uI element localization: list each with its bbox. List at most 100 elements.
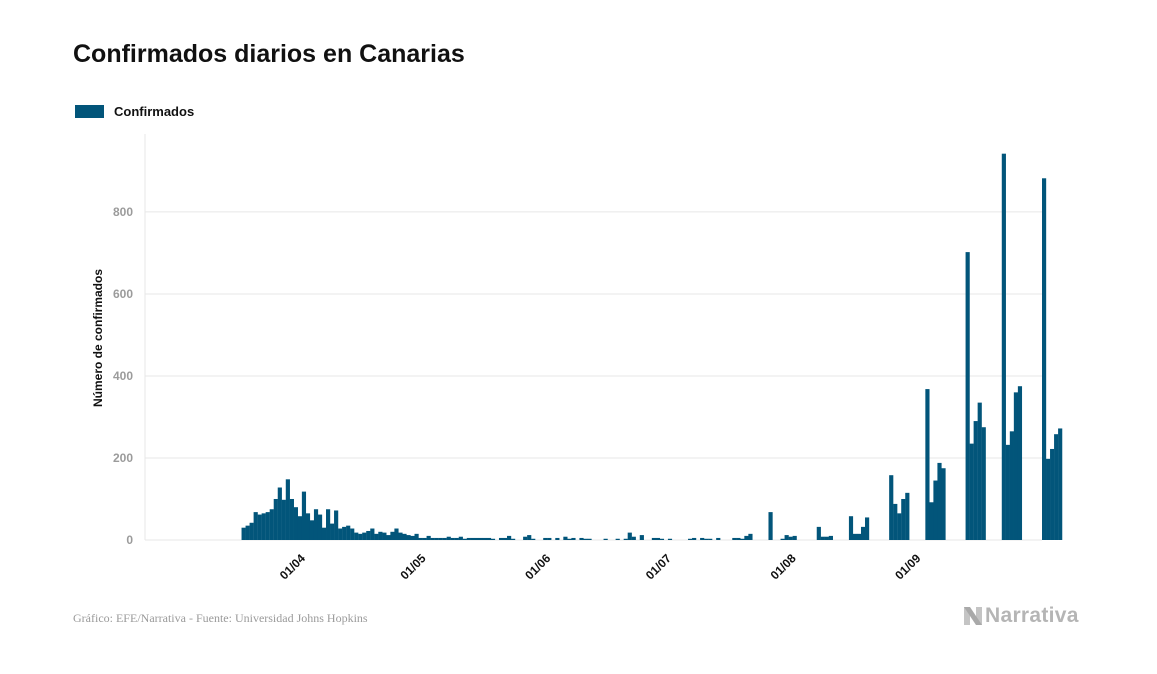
bar bbox=[466, 537, 471, 540]
x-tick-label: 01/07 bbox=[643, 551, 674, 582]
bar bbox=[350, 528, 355, 540]
source-credit: Gráfico: EFE/Narrativa - Fuente: Univers… bbox=[73, 611, 368, 625]
bar bbox=[1042, 178, 1047, 541]
bar bbox=[1050, 448, 1055, 540]
bar bbox=[856, 533, 862, 540]
bar bbox=[253, 512, 258, 540]
bar bbox=[788, 536, 793, 540]
bar bbox=[245, 525, 250, 540]
bar bbox=[748, 533, 753, 540]
bar bbox=[615, 538, 620, 540]
bar bbox=[977, 402, 982, 540]
chart-title: Confirmados diarios en Canarias bbox=[73, 40, 465, 68]
bar bbox=[370, 528, 375, 540]
bar bbox=[889, 475, 894, 540]
bar bbox=[342, 526, 347, 540]
bar bbox=[981, 427, 986, 540]
legend-label: Confirmados bbox=[114, 104, 195, 119]
bar bbox=[326, 509, 331, 540]
bar bbox=[1058, 428, 1063, 540]
bar bbox=[639, 535, 644, 540]
bar bbox=[780, 538, 785, 540]
bar bbox=[354, 532, 359, 540]
bar bbox=[503, 537, 508, 540]
bar bbox=[269, 509, 274, 540]
narrativa-logo-icon bbox=[964, 607, 982, 625]
bar bbox=[740, 538, 745, 540]
bar bbox=[249, 522, 254, 540]
bar bbox=[688, 538, 693, 540]
bar bbox=[293, 507, 298, 540]
bar bbox=[338, 528, 343, 540]
bar bbox=[265, 512, 270, 540]
bar bbox=[901, 498, 906, 540]
bar bbox=[470, 537, 475, 540]
bar bbox=[410, 535, 415, 540]
bar bbox=[667, 538, 673, 540]
bar bbox=[655, 537, 661, 540]
bar bbox=[418, 537, 423, 540]
y-tick-label: 0 bbox=[126, 533, 133, 547]
bar bbox=[285, 479, 290, 540]
bar bbox=[458, 536, 463, 540]
bar bbox=[527, 535, 532, 540]
bar bbox=[965, 252, 970, 541]
bar bbox=[784, 535, 789, 540]
bar bbox=[603, 538, 608, 540]
bar bbox=[482, 537, 488, 540]
bar bbox=[583, 538, 588, 540]
bar bbox=[744, 535, 749, 540]
bar bbox=[498, 537, 504, 540]
bar bbox=[933, 480, 938, 540]
bar bbox=[261, 513, 266, 540]
bar bbox=[792, 535, 797, 540]
bar bbox=[820, 536, 825, 540]
y-tick-label: 400 bbox=[113, 369, 133, 383]
bar bbox=[623, 538, 628, 540]
bar bbox=[816, 526, 821, 540]
bar bbox=[571, 537, 576, 540]
x-tick-label: 01/08 bbox=[768, 551, 799, 582]
bar bbox=[281, 499, 286, 540]
bar bbox=[543, 537, 548, 540]
bar bbox=[334, 510, 339, 540]
bar bbox=[523, 536, 528, 540]
bar bbox=[434, 537, 439, 540]
bar bbox=[366, 530, 371, 540]
bar bbox=[547, 537, 552, 540]
x-tick-label: 01/05 bbox=[398, 551, 429, 582]
bar bbox=[486, 537, 492, 540]
y-tick-label: 200 bbox=[113, 451, 133, 465]
bar bbox=[402, 533, 407, 540]
bar bbox=[386, 535, 391, 540]
bar bbox=[438, 537, 443, 540]
bar bbox=[277, 487, 282, 540]
bar bbox=[860, 526, 866, 540]
bar bbox=[659, 538, 665, 540]
bar bbox=[374, 533, 379, 540]
bar bbox=[454, 537, 459, 540]
y-axis-ticks: 0 200 400 600 800 bbox=[113, 205, 133, 547]
bar bbox=[301, 491, 307, 540]
bar bbox=[905, 492, 910, 540]
bar bbox=[1009, 431, 1014, 540]
y-axis-label: Número de confirmados bbox=[91, 269, 105, 407]
bar bbox=[768, 512, 773, 540]
bar bbox=[289, 498, 294, 540]
bar bbox=[1001, 153, 1006, 540]
bar bbox=[700, 537, 705, 540]
bar bbox=[567, 538, 572, 540]
bar bbox=[257, 514, 262, 540]
bar bbox=[1013, 392, 1019, 540]
bar bbox=[313, 509, 319, 540]
bar bbox=[330, 523, 335, 540]
bar bbox=[708, 538, 713, 540]
bar bbox=[732, 537, 737, 540]
bar bbox=[273, 498, 278, 540]
bar bbox=[973, 421, 978, 540]
bar bbox=[631, 536, 636, 540]
legend: Confirmados bbox=[75, 104, 194, 119]
bar bbox=[531, 538, 536, 540]
bar bbox=[1017, 386, 1023, 540]
brand-name: Narrativa bbox=[985, 604, 1079, 627]
